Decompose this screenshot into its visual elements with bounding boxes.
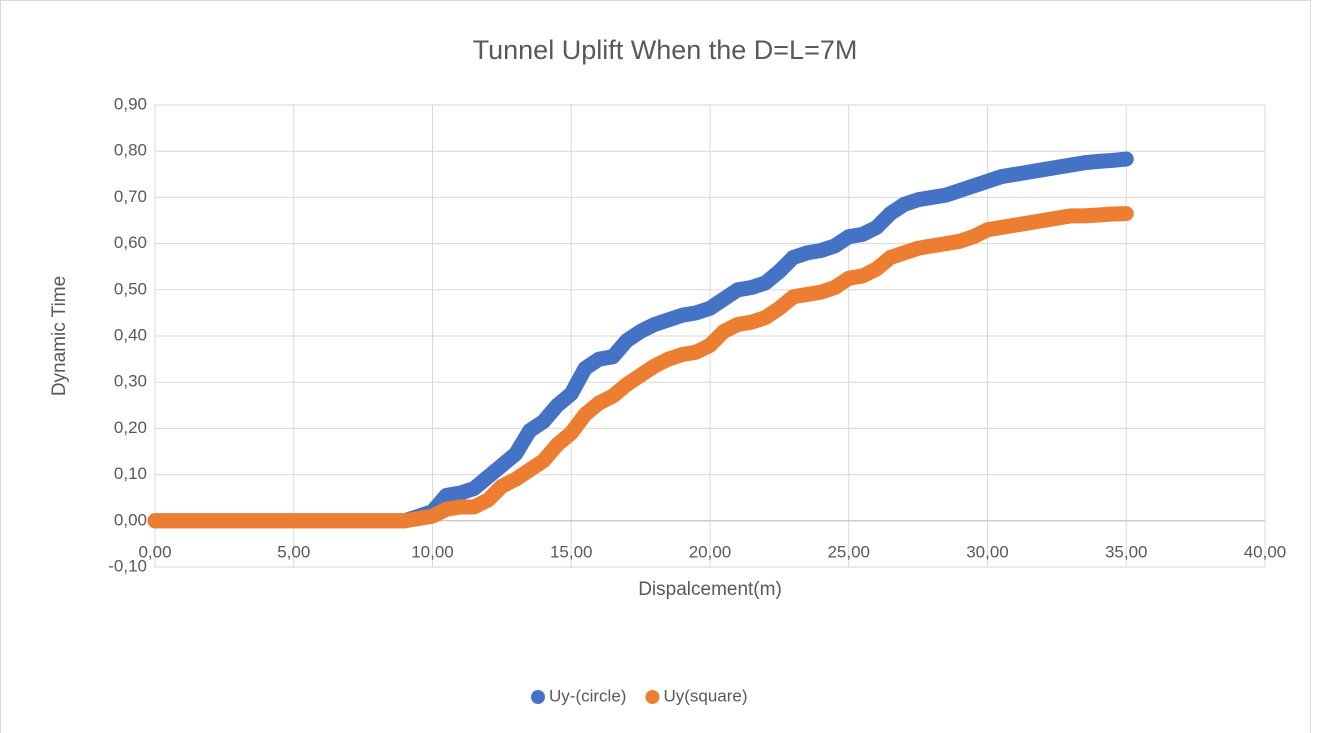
- y-tick-label: 0,40: [114, 325, 147, 344]
- y-tick-label: 0,80: [114, 141, 147, 160]
- x-tick-label: 0,00: [138, 542, 171, 561]
- y-tick-label: 0,70: [114, 187, 147, 206]
- x-tick-label: 10,00: [411, 542, 454, 561]
- x-tick-label: 25,00: [827, 542, 870, 561]
- y-tick-label: 0,90: [114, 94, 147, 113]
- x-tick-label: 30,00: [966, 542, 1009, 561]
- y-tick-label: 0,50: [114, 279, 147, 298]
- y-tick-label: 0,10: [114, 464, 147, 483]
- y-tick-label: 0,60: [114, 233, 147, 252]
- y-axis-title: Dynamic Time: [49, 276, 70, 396]
- x-tick-label: 35,00: [1105, 542, 1148, 561]
- x-axis-title: Dispalcement(m): [638, 579, 782, 600]
- x-tick-label: 5,00: [277, 542, 310, 561]
- legend-label: Uy(square): [663, 686, 747, 705]
- x-tick-label: 15,00: [550, 542, 593, 561]
- y-tick-label: -0,10: [108, 556, 147, 575]
- y-tick-label: 0,20: [114, 418, 147, 437]
- x-tick-label: 20,00: [689, 542, 732, 561]
- series-line: [147, 206, 1134, 529]
- y-tick-label: 0,30: [114, 372, 147, 391]
- x-tick-label: 40,00: [1244, 542, 1287, 561]
- legend-marker: [645, 690, 660, 704]
- legend-label: Uy-(circle): [549, 686, 626, 705]
- chart-title: Tunnel Uplift When the D=L=7M: [473, 35, 858, 65]
- legend-marker: [531, 690, 545, 704]
- y-tick-label: 0,00: [114, 510, 147, 529]
